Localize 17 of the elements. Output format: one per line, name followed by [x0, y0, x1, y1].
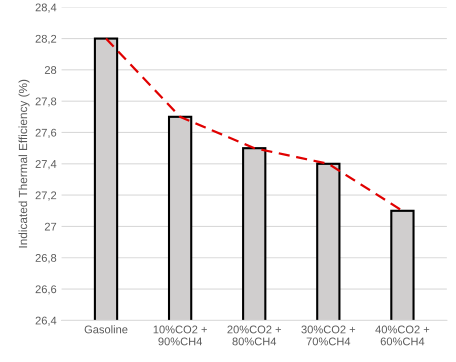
y-tick-label: 28,2 — [36, 34, 56, 44]
y-tick-label: 28 — [44, 66, 56, 74]
y-tick-label: 27,8 — [36, 97, 56, 107]
y-axis-title: Indicated Thermal Efficiency (%) — [18, 80, 30, 248]
y-tick-label: 27,2 — [36, 191, 56, 201]
y-tick-label: 27,6 — [36, 128, 56, 138]
y-tick-label: 27 — [44, 222, 56, 230]
y-tick-label: 26,8 — [36, 254, 56, 264]
x-tick-label: 20%CO2 + 80%CH4 — [227, 326, 282, 346]
y-tick-label: 26,6 — [36, 285, 56, 295]
x-tick-label: 30%CO2 + 70%CH4 — [301, 326, 356, 346]
y-tick-label: 27,4 — [36, 160, 56, 170]
y-tick-label: 26,4 — [36, 316, 56, 326]
x-tick-label: Gasoline — [84, 325, 128, 334]
x-tick-label: 10%CO2 + 90%CH4 — [154, 326, 207, 346]
x-tick-label: 40%CO2 + 60%CH4 — [375, 326, 430, 346]
y-tick-label: 28,4 — [36, 4, 56, 13]
